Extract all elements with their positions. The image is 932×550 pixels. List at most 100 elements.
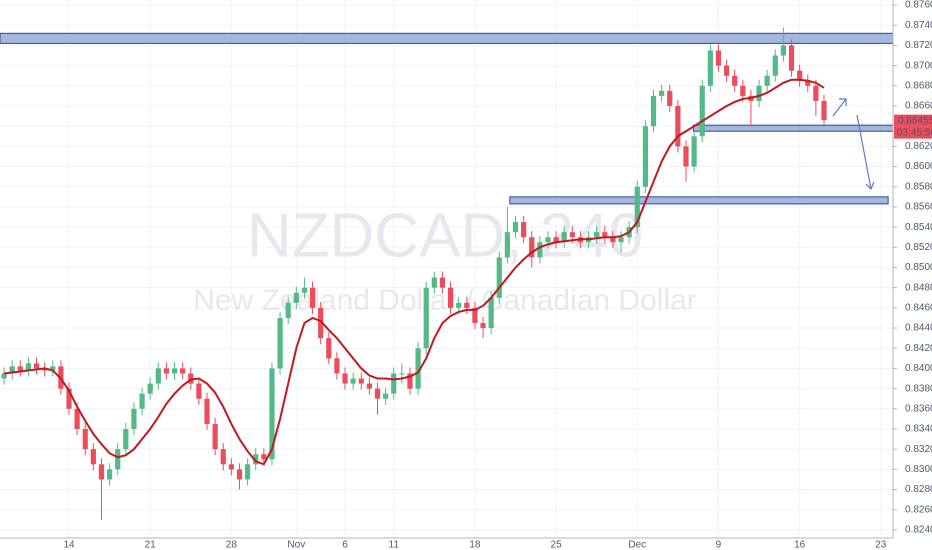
candle-body (9, 366, 15, 374)
candle-body (431, 277, 437, 288)
y-tick-label: 0.86800 (905, 80, 932, 91)
y-tick-label: 0.82400 (905, 525, 932, 536)
watermark-subtitle: New Zealand Dollar / Canadian Dollar (193, 284, 697, 317)
candle-body (529, 237, 535, 258)
candle-body (74, 408, 80, 429)
candle-body (285, 302, 291, 318)
overlay (3, 78, 825, 466)
candle-body (537, 242, 543, 258)
moving-average (3, 78, 825, 466)
y-tick-label: 0.85800 (905, 181, 932, 192)
zone (0, 32, 894, 44)
candle-body (253, 454, 259, 465)
candle-body (123, 428, 129, 450)
candle-body (764, 75, 770, 86)
candle-body (269, 368, 275, 460)
candle-body (326, 338, 332, 359)
candle-body (350, 378, 356, 384)
y-tick-label: 0.85400 (905, 222, 932, 233)
y-tick-label: 0.85000 (905, 262, 932, 273)
candle-body (115, 449, 121, 470)
price-axis (893, 0, 932, 550)
candle-body (293, 292, 299, 303)
watermark: NZDCAD, 240 (247, 201, 643, 270)
candle-body (561, 232, 567, 243)
arrow-up (832, 98, 847, 117)
candle-body (707, 50, 713, 86)
x-tick-label: 11 (389, 540, 400, 550)
arrow-head (839, 98, 847, 106)
candle-body (659, 90, 665, 96)
y-tick-label: 0.83200 (905, 444, 932, 455)
x-tick-label: Dec (628, 540, 646, 550)
candle-body (131, 408, 137, 429)
x-tick-label: 9 (716, 540, 722, 550)
candle-body (33, 363, 40, 369)
candle-body (512, 222, 519, 233)
x-tick-label: 28 (226, 540, 238, 550)
candle-body (715, 50, 722, 66)
candle-body (723, 65, 730, 76)
y-tick-label: 0.86200 (905, 141, 932, 152)
y-tick-label: 0.87400 (905, 20, 932, 31)
candle-body (447, 287, 454, 308)
candle-body (1, 373, 7, 379)
x-tick-label: 18 (469, 540, 481, 550)
y-tick-label: 0.84000 (905, 363, 932, 374)
x-tick-label: 6 (342, 540, 348, 550)
arrow-head (865, 181, 875, 191)
axes: 0.82400 0.82600 0.82800 0.83000 0.83200 0.834… (63, 0, 932, 550)
candle-body (50, 366, 56, 371)
y-tick-label: 0.83000 (905, 464, 932, 475)
candle-body (439, 277, 446, 288)
candle-body (139, 393, 145, 409)
candle-body (732, 75, 738, 86)
candle-body (391, 373, 397, 394)
x-tick-label: 14 (63, 540, 75, 550)
candle-body (780, 45, 787, 56)
y-tick-label: 0.85200 (905, 242, 932, 253)
candle-body (98, 464, 105, 480)
candle-body (180, 368, 186, 374)
candle-body (204, 398, 210, 424)
candle-body (90, 449, 96, 465)
y-tick-label: 0.86600 (905, 101, 932, 112)
candle-body (545, 237, 551, 243)
candle-body (334, 358, 340, 374)
arrows (832, 98, 875, 191)
candle-body (374, 388, 381, 399)
candle-body (805, 80, 811, 86)
candle-body (553, 237, 559, 243)
candle-body (236, 469, 243, 480)
zone (509, 196, 889, 205)
candle-body (318, 307, 324, 339)
candle-body (772, 55, 778, 76)
y-tick-label: 0.82800 (905, 484, 932, 495)
candle-body (488, 297, 494, 329)
candle-body (342, 373, 348, 384)
candle-body (415, 348, 421, 389)
candle-body (147, 383, 153, 394)
candle-body (17, 366, 23, 371)
candle-body (602, 232, 608, 238)
y-tick-label: 0.84600 (905, 303, 932, 314)
y-tick-label: 0.85600 (905, 202, 932, 213)
y-tick-label: 0.87600 (905, 0, 932, 11)
candle-body (667, 90, 673, 106)
candle-body (569, 232, 575, 238)
candle-body (188, 373, 194, 384)
y-tick-label: 0.83800 (905, 383, 932, 394)
candle-body (228, 464, 234, 470)
y-tick-label: 0.87200 (905, 40, 932, 51)
candle-body (106, 469, 113, 480)
countdown-label: 03:45:56 (897, 127, 932, 138)
candle-body (245, 464, 251, 480)
last-price-label: 0.86455 (898, 115, 932, 126)
y-tick-label: 0.86000 (905, 161, 932, 172)
candle-body (383, 393, 389, 399)
arrow-down (856, 114, 872, 190)
candle-body (212, 423, 218, 450)
candle-body (642, 126, 648, 187)
